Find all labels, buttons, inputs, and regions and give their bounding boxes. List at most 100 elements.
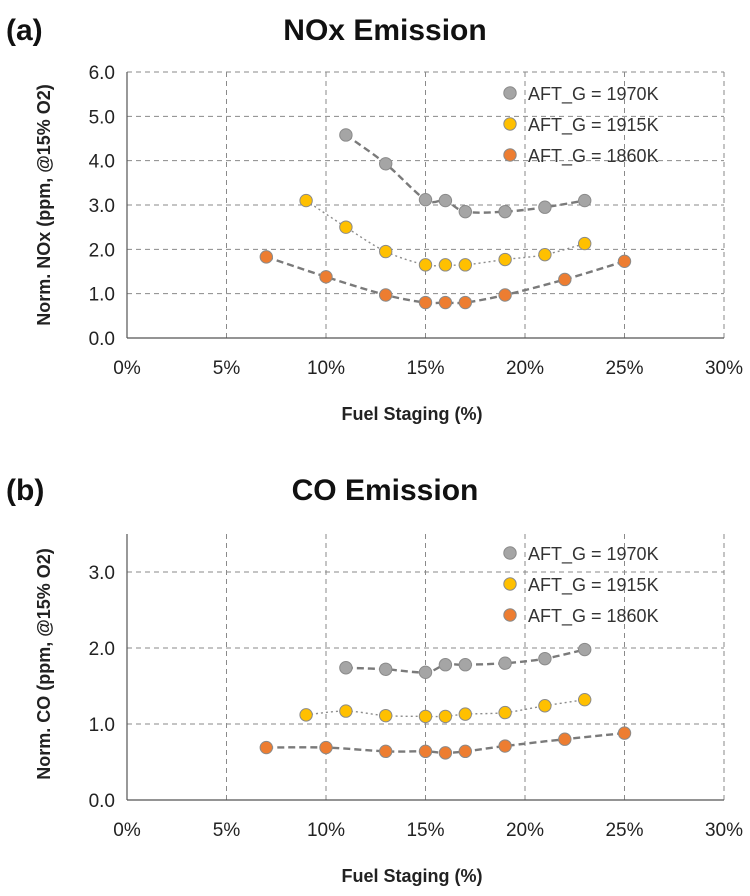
data-point-1860k-co bbox=[379, 744, 393, 759]
data-point-1915k-co bbox=[458, 707, 472, 721]
legend-label-1970k-nox: AFT_G = 1970K bbox=[528, 84, 659, 105]
data-point-1915k-co bbox=[418, 709, 433, 724]
y-tick-label-co: 0.0 bbox=[89, 791, 115, 812]
data-point-1915k-co bbox=[578, 692, 592, 707]
y-tick-label-nox: 3.0 bbox=[89, 196, 115, 217]
panel-label-a: (a) bbox=[6, 14, 43, 47]
data-point-1860k-nox bbox=[418, 295, 433, 310]
data-point-1860k-nox bbox=[259, 250, 273, 264]
data-point-1860k-nox bbox=[558, 272, 572, 287]
x-tick-label-co: 20% bbox=[506, 820, 544, 841]
x-tick-label-co: 15% bbox=[406, 820, 444, 841]
data-point-1915k-nox bbox=[438, 258, 453, 272]
data-point-1860k-co bbox=[617, 726, 632, 740]
y-tick-label-nox: 0.0 bbox=[89, 329, 115, 350]
data-point-1860k-nox bbox=[379, 288, 393, 302]
data-point-1860k-co bbox=[319, 740, 333, 755]
data-point-1860k-nox bbox=[498, 288, 512, 302]
data-point-1860k-co bbox=[558, 732, 572, 746]
data-point-1970k-nox bbox=[438, 193, 453, 208]
x-tick-label-co: 10% bbox=[307, 820, 345, 841]
x-tick-label-nox: 0% bbox=[113, 358, 141, 379]
panel-label-b: (b) bbox=[6, 474, 44, 507]
data-point-1915k-co bbox=[299, 708, 313, 722]
data-point-1970k-nox bbox=[339, 128, 353, 142]
x-tick-label-nox: 5% bbox=[213, 358, 241, 379]
y-tick-label-co: 2.0 bbox=[89, 639, 115, 660]
panel-nox: (a) NOx Emission Fuel Staging (%) Norm. … bbox=[6, 14, 743, 424]
data-point-1915k-nox bbox=[458, 258, 472, 272]
legend-marker-1970k-nox bbox=[503, 86, 517, 100]
data-point-1860k-nox bbox=[438, 295, 453, 310]
trendline-1915k-co bbox=[306, 698, 585, 718]
data-point-1970k-nox bbox=[538, 200, 552, 214]
y-axis-title-co: Norm. CO (ppm, @15% O2) bbox=[34, 548, 54, 780]
panel-co: (b) CO Emission Fuel Staging (%) Norm. C… bbox=[6, 474, 743, 886]
data-point-1970k-nox bbox=[498, 204, 512, 219]
data-point-1915k-co bbox=[379, 708, 393, 723]
data-point-1915k-co bbox=[438, 709, 453, 724]
data-point-1915k-nox bbox=[339, 220, 353, 234]
y-tick-label-nox: 2.0 bbox=[89, 240, 115, 261]
y-tick-label-nox: 1.0 bbox=[89, 285, 115, 306]
y-tick-label-nox: 5.0 bbox=[89, 107, 115, 128]
data-point-1970k-nox bbox=[379, 157, 393, 171]
data-point-1970k-co bbox=[418, 665, 433, 680]
x-tick-label-co: 0% bbox=[113, 820, 141, 841]
data-point-1970k-nox bbox=[578, 193, 592, 208]
legend-marker-1970k-co bbox=[503, 546, 517, 560]
legend-marker-1860k-nox bbox=[503, 148, 517, 162]
x-tick-label-co: 25% bbox=[605, 820, 643, 841]
x-tick-label-nox: 10% bbox=[307, 358, 345, 379]
data-point-1860k-co bbox=[438, 746, 453, 760]
data-point-1970k-co bbox=[339, 661, 353, 675]
x-tick-label-nox: 20% bbox=[506, 358, 544, 379]
data-point-1915k-co bbox=[498, 705, 512, 720]
data-point-1860k-co bbox=[259, 740, 273, 755]
x-axis-title-nox: Fuel Staging (%) bbox=[342, 404, 483, 424]
legend-marker-1915k-co bbox=[503, 577, 517, 591]
x-tick-label-nox: 15% bbox=[406, 358, 444, 379]
x-axis-title-co: Fuel Staging (%) bbox=[342, 866, 483, 886]
chart-title-nox: NOx Emission bbox=[283, 14, 486, 47]
x-tick-label-nox: 30% bbox=[705, 358, 743, 379]
data-point-1860k-nox bbox=[319, 270, 333, 284]
data-point-1970k-co bbox=[458, 658, 472, 672]
legend-label-1860k-nox: AFT_G = 1860K bbox=[528, 146, 659, 167]
x-tick-label-nox: 25% bbox=[605, 358, 643, 379]
legend-label-1860k-co: AFT_G = 1860K bbox=[528, 606, 659, 627]
data-point-1970k-co bbox=[498, 656, 512, 670]
data-point-1970k-nox bbox=[418, 192, 433, 207]
y-tick-label-co: 1.0 bbox=[89, 715, 115, 736]
x-tick-label-co: 30% bbox=[705, 820, 743, 841]
chart-title-co: CO Emission bbox=[292, 474, 479, 507]
data-point-1970k-co bbox=[578, 642, 592, 657]
data-point-1860k-co bbox=[498, 739, 512, 753]
data-point-1970k-co bbox=[438, 658, 453, 672]
data-point-1970k-nox bbox=[458, 204, 472, 219]
y-tick-label-co: 3.0 bbox=[89, 563, 115, 584]
legend-label-1915k-co: AFT_G = 1915K bbox=[528, 575, 659, 596]
data-point-1970k-co bbox=[379, 662, 393, 676]
data-point-1970k-co bbox=[538, 651, 552, 666]
y-tick-label-nox: 4.0 bbox=[89, 152, 115, 173]
data-point-1915k-co bbox=[538, 699, 552, 713]
data-point-1915k-co bbox=[339, 704, 353, 718]
data-point-1860k-co bbox=[418, 744, 433, 759]
plot-area-nox: 0.0 1.0 2.0 3.0 4.0 5.0 6.0 0% 5% 10% 15% 20% 25% 30%… bbox=[89, 63, 744, 379]
plot-area-co: 0.0 1.0 2.0 3.0 0% 5% 10% 15% 20% 25% 30% AFT_G = 1… bbox=[89, 534, 743, 841]
trendline-1860k-nox bbox=[265, 255, 625, 305]
data-point-1915k-nox bbox=[418, 258, 433, 272]
legend-marker-1860k-co bbox=[503, 608, 517, 622]
data-point-1915k-nox bbox=[299, 193, 313, 208]
data-point-1860k-nox bbox=[617, 254, 632, 269]
y-axis-title-nox: Norm. NOx (ppm, @15% O2) bbox=[34, 84, 54, 326]
x-tick-label-co: 5% bbox=[213, 820, 241, 841]
legend-label-1915k-nox: AFT_G = 1915K bbox=[528, 115, 659, 136]
y-tick-label-nox: 6.0 bbox=[89, 63, 115, 84]
data-point-1860k-co bbox=[458, 744, 472, 759]
legend-label-1970k-co: AFT_G = 1970K bbox=[528, 544, 659, 565]
data-point-1915k-nox bbox=[538, 247, 552, 262]
data-point-1915k-nox bbox=[498, 252, 512, 267]
